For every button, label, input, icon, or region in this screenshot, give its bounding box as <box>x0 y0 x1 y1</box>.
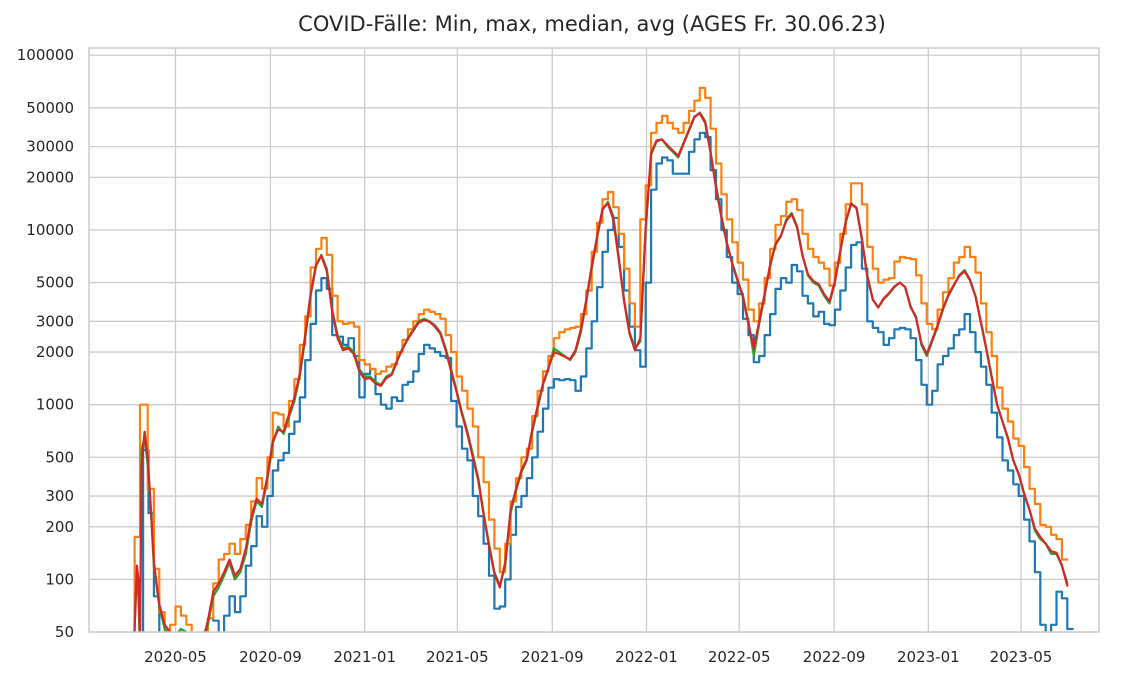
y-tick-label: 10000 <box>26 221 74 239</box>
y-tick-label: 500 <box>45 448 74 466</box>
y-tick-label: 20000 <box>26 168 74 186</box>
x-tick-label: 2023-05 <box>990 648 1053 666</box>
y-tick-label: 300 <box>45 487 74 505</box>
x-tick-label: 2021-09 <box>521 648 584 666</box>
x-tick-label: 2022-01 <box>615 648 678 666</box>
x-tick-label: 2023-01 <box>897 648 960 666</box>
x-tick-label: 2020-09 <box>239 648 302 666</box>
y-tick-label: 1000 <box>36 396 74 414</box>
y-tick-label: 200 <box>45 518 74 536</box>
y-tick-label: 2000 <box>36 343 74 361</box>
grid-lines <box>89 48 1099 633</box>
plot-area-frame <box>88 47 1100 633</box>
series-line-median <box>133 111 1069 632</box>
y-tick-label: 3000 <box>36 312 74 330</box>
series-line-min <box>142 131 1074 632</box>
x-tick-label: 2020-05 <box>144 648 207 666</box>
series-lines <box>133 86 1074 632</box>
x-tick-label: 2022-05 <box>708 648 771 666</box>
x-axis-tick-labels: 2020-05 2020-09 2021-01 2021-05 2021-09 2022-… <box>144 648 1052 666</box>
y-tick-label: 100000 <box>17 46 74 64</box>
series-line-max <box>133 86 1069 632</box>
y-axis-tick-labels: 50 100 200 300 500 1000 2000 3000 5000 10000 20000… <box>17 46 74 641</box>
series-line-avg <box>133 112 1069 632</box>
x-tick-label: 2021-05 <box>426 648 489 666</box>
y-tick-label: 5000 <box>36 274 74 292</box>
y-tick-label: 50000 <box>26 99 74 117</box>
y-tick-label: 50 <box>55 623 74 641</box>
x-tick-label: 2022-09 <box>803 648 866 666</box>
y-tick-label: 30000 <box>26 138 74 156</box>
x-tick-label: 2021-01 <box>333 648 396 666</box>
chart-title: COVID-Fälle: Min, max, median, avg (AGES… <box>298 12 886 36</box>
y-tick-label: 100 <box>45 570 74 588</box>
